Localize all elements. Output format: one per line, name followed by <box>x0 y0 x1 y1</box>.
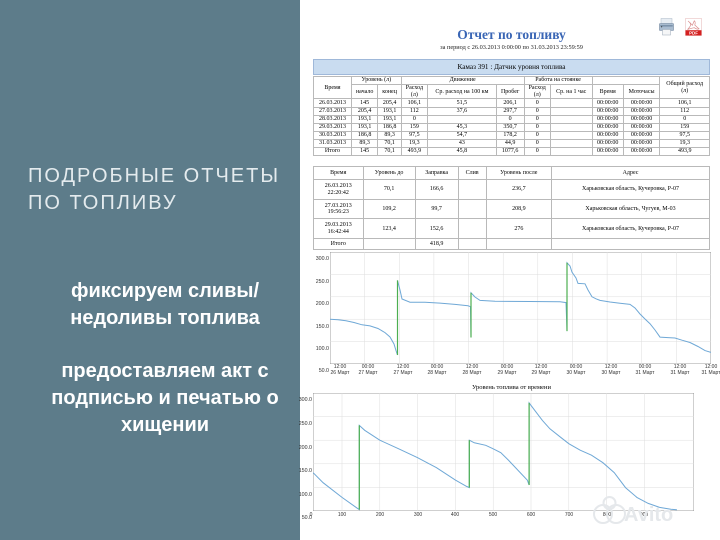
svg-text:PDF: PDF <box>689 30 698 35</box>
svg-text:Avito: Avito <box>624 504 673 526</box>
